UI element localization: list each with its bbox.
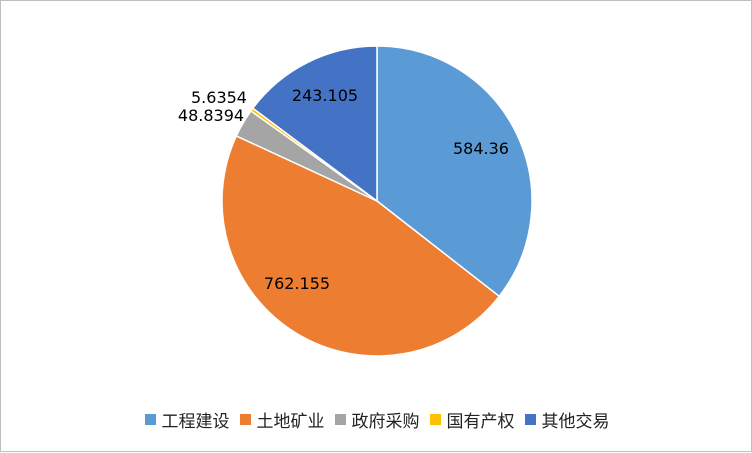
legend-swatch-其他交易 bbox=[524, 413, 536, 425]
pie-slices bbox=[221, 45, 533, 357]
data-label-土地矿业: 762.155 bbox=[264, 274, 330, 293]
legend-label: 土地矿业 bbox=[256, 411, 325, 432]
data-label-其他交易: 243.105 bbox=[292, 86, 358, 105]
chart-legend: 工程建设 土地矿业 政府采购 国有产权 其他交易 bbox=[1, 405, 752, 433]
legend-label: 其他交易 bbox=[541, 411, 610, 432]
pie-slice-土地矿业 bbox=[221, 135, 500, 357]
legend-swatch-工程建设 bbox=[144, 413, 156, 425]
pie-slice-其他交易 bbox=[252, 45, 378, 202]
pie-slice-工程建设 bbox=[376, 45, 533, 298]
legend-item-国有产权: 国有产权 bbox=[429, 407, 515, 432]
legend-label: 政府采购 bbox=[351, 411, 420, 432]
legend-item-其他交易: 其他交易 bbox=[524, 407, 610, 432]
legend-item-土地矿业: 土地矿业 bbox=[239, 407, 325, 432]
data-label-工程建设: 584.36 bbox=[453, 139, 509, 158]
legend-swatch-国有产权 bbox=[429, 413, 441, 425]
legend-label: 工程建设 bbox=[161, 411, 230, 432]
legend-label: 国有产权 bbox=[446, 411, 515, 432]
legend-swatch-土地矿业 bbox=[239, 413, 251, 425]
data-label-国有产权: 5.6354 bbox=[191, 88, 247, 107]
legend-swatch-政府采购 bbox=[334, 413, 346, 425]
data-label-政府采购: 48.8394 bbox=[178, 106, 244, 125]
pie-data-labels: 584.36 762.155 48.8394 5.6354 243.105 bbox=[178, 86, 509, 293]
legend-item-工程建设: 工程建设 bbox=[144, 407, 230, 432]
legend-item-政府采购: 政府采购 bbox=[334, 407, 420, 432]
